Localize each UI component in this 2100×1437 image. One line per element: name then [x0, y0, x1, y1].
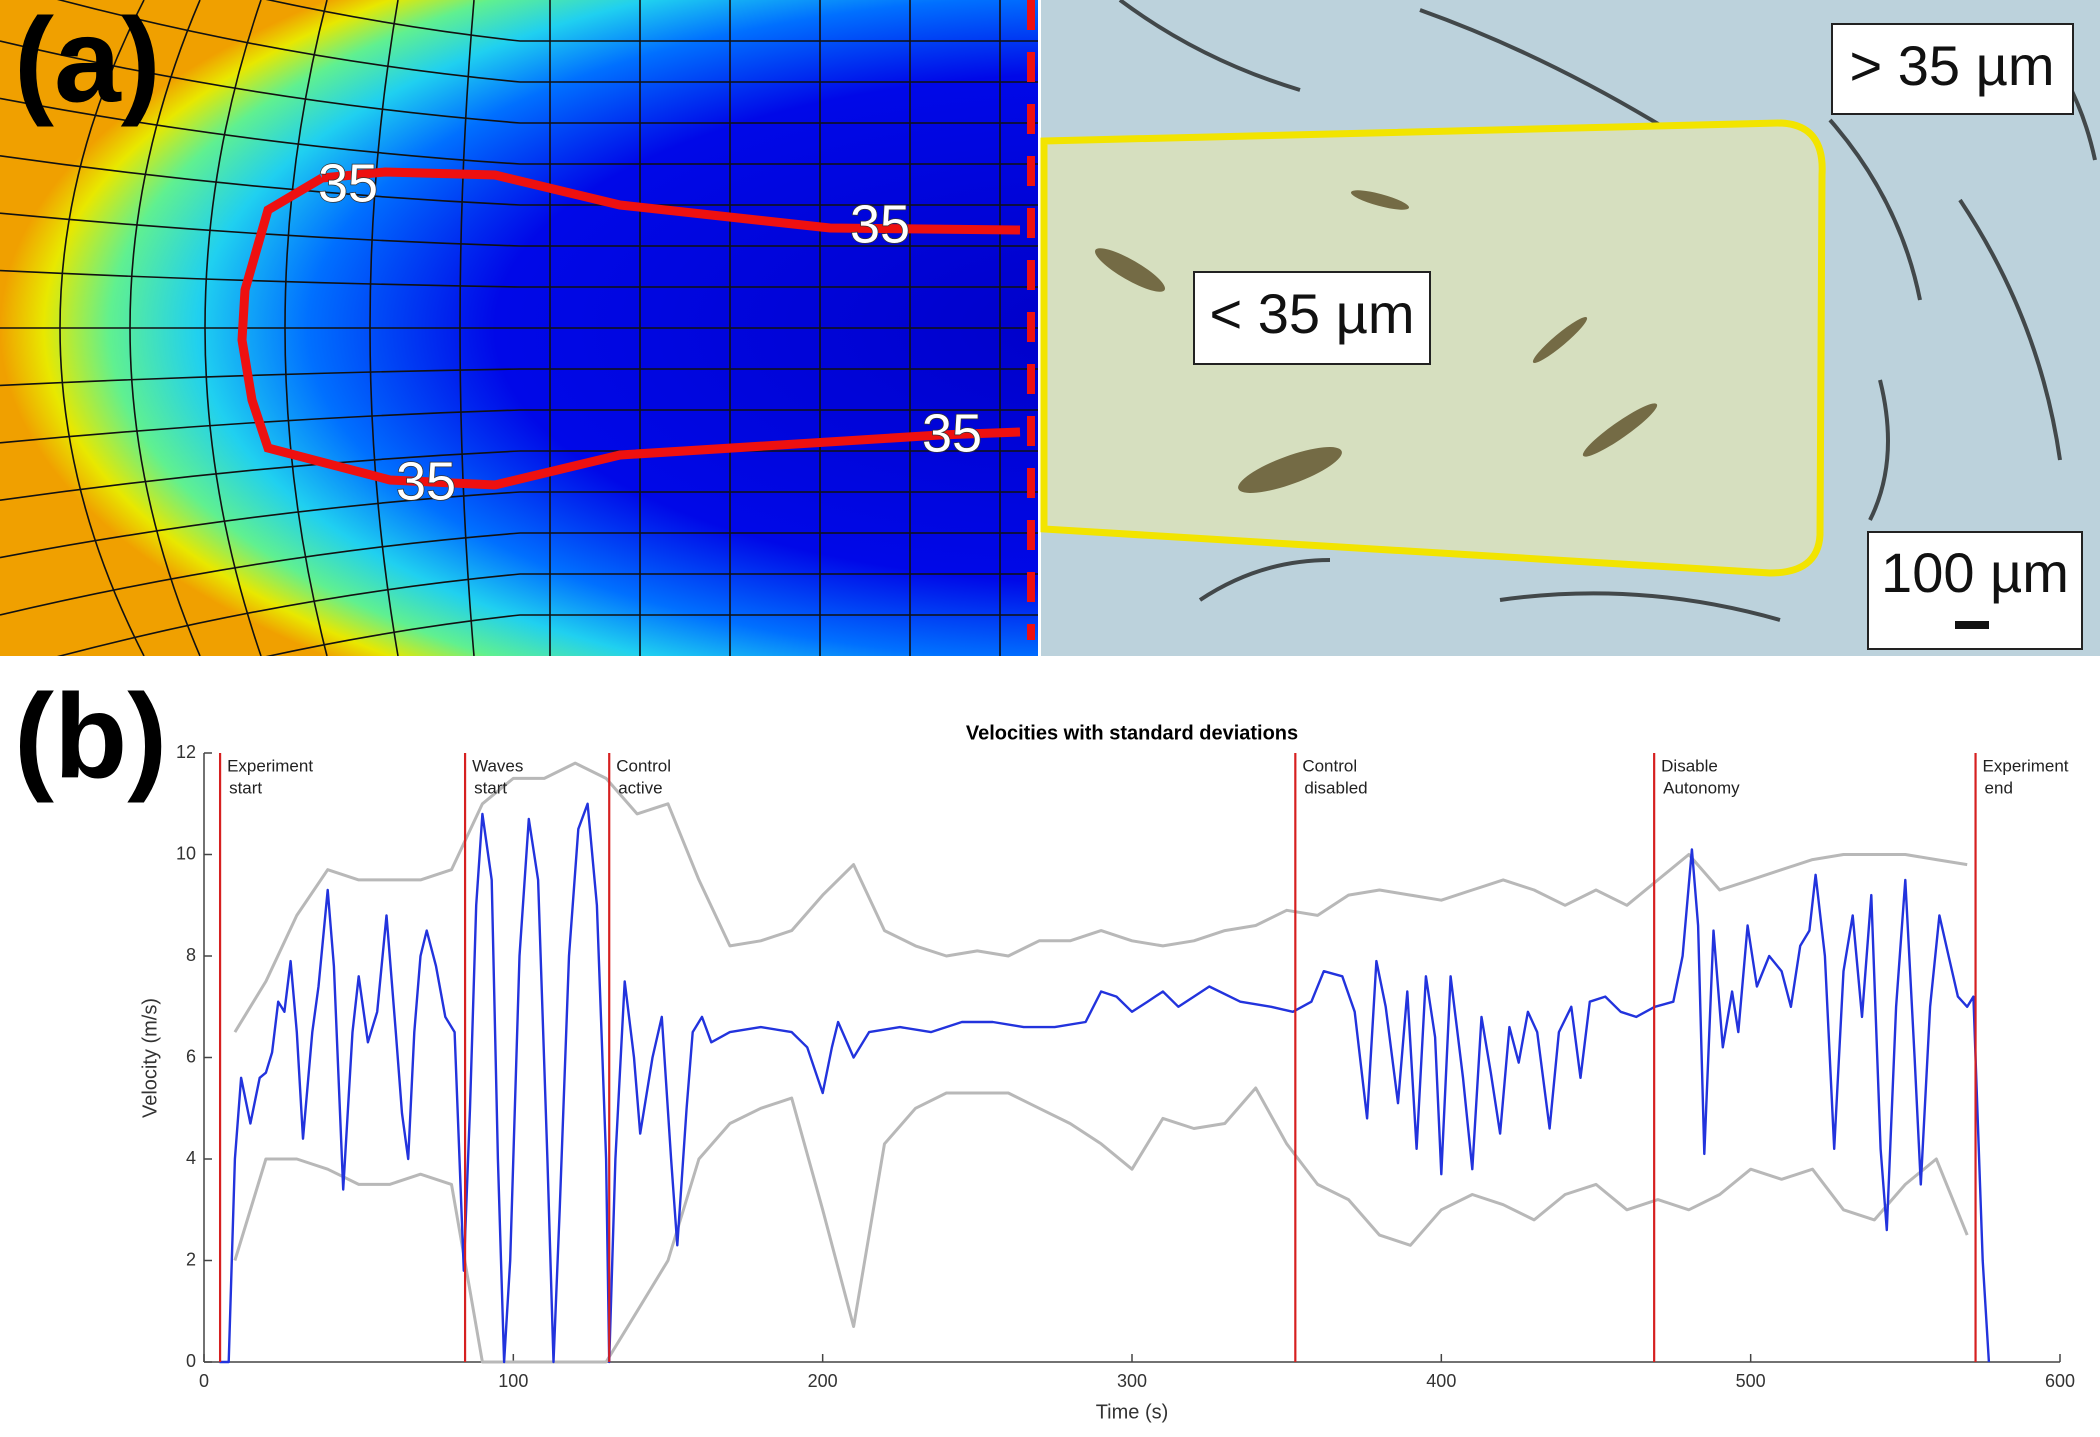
- mesh-line: [369, 0, 399, 656]
- y-tick-label: 4: [186, 1148, 196, 1168]
- contour-line: [237, 167, 1021, 490]
- series-line: [219, 802, 1991, 1364]
- event-label: disabled: [1304, 778, 1367, 797]
- mesh-line: [0, 212, 1038, 247]
- x-tick-label: 0: [199, 1371, 209, 1391]
- x-axis-label: Time (s): [1096, 1401, 1169, 1423]
- y-tick-label: 2: [186, 1249, 196, 1269]
- mesh-line: [59, 0, 145, 656]
- mesh-line: [0, 40, 1038, 124]
- event-label: active: [618, 778, 662, 797]
- micrograph-spots: [1095, 190, 1658, 493]
- event-label: Control: [616, 756, 671, 775]
- y-tick-label: 8: [186, 945, 196, 965]
- x-tick-label: 300: [1117, 1371, 1147, 1391]
- label-box: [1193, 271, 1431, 365]
- contour-label: 35: [318, 153, 378, 213]
- mesh-line: [0, 269, 1038, 288]
- event-label: Experiment: [1983, 756, 2069, 775]
- y-tick-label: 10: [176, 843, 196, 863]
- event-label: Disable: [1661, 756, 1718, 775]
- mesh-line: [0, 155, 1038, 206]
- mesh-line: [0, 450, 1038, 501]
- event-label: end: [1985, 778, 2013, 797]
- y-tick-label: 12: [176, 742, 196, 762]
- series-line: [233, 1086, 1969, 1364]
- event-label: Control: [1302, 756, 1357, 775]
- event-label: Experiment: [227, 756, 313, 775]
- y-tick-label: 0: [186, 1351, 196, 1371]
- mesh-line: [204, 0, 262, 656]
- mesh-line: [57, 573, 1038, 656]
- y-axis-label: Velocity (m/s): [139, 998, 161, 1118]
- mesh-line: [284, 0, 328, 656]
- x-tick-label: 400: [1426, 1371, 1456, 1391]
- simulation-panel: [0, 0, 1038, 656]
- fine-grain-region: [1040, 119, 1826, 577]
- event-label: start: [229, 778, 262, 797]
- panel-label: (a): [14, 0, 161, 128]
- x-tick-label: 200: [808, 1371, 838, 1391]
- x-tick-label: 500: [1736, 1371, 1766, 1391]
- mesh-line: [0, 532, 1038, 616]
- x-tick-label: 600: [2045, 1371, 2075, 1391]
- mesh-line: [459, 0, 475, 656]
- mesh-line: [0, 97, 1038, 165]
- mesh-line: [0, 368, 1038, 387]
- scale-bar-label: 100 µm: [1881, 541, 2069, 604]
- region-label: > 35 µm: [1849, 34, 2054, 97]
- mesh-line: [265, 614, 1038, 656]
- contour-label: 35: [850, 194, 910, 254]
- mesh-line: [265, 0, 1038, 42]
- mesh-line: [129, 0, 201, 656]
- panel-label: (b): [14, 670, 167, 804]
- mesh-line: [0, 409, 1038, 444]
- label-box: [1831, 23, 2074, 115]
- y-tick-label: 6: [186, 1046, 196, 1066]
- mesh-line: [57, 0, 1038, 83]
- event-label: Waves: [472, 756, 523, 775]
- scale-box: [1867, 531, 2083, 650]
- contour-label: 35: [396, 451, 456, 511]
- event-label: start: [474, 778, 507, 797]
- series-line: [233, 761, 1968, 1033]
- event-label: Autonomy: [1663, 778, 1740, 797]
- region-label: < 35 µm: [1209, 282, 1414, 345]
- contour-label: 35: [922, 403, 982, 463]
- scale-bar: [1955, 621, 1989, 629]
- x-tick-label: 100: [498, 1371, 528, 1391]
- mesh-line: [0, 491, 1038, 559]
- chart-title: Velocities with standard deviations: [966, 722, 1298, 744]
